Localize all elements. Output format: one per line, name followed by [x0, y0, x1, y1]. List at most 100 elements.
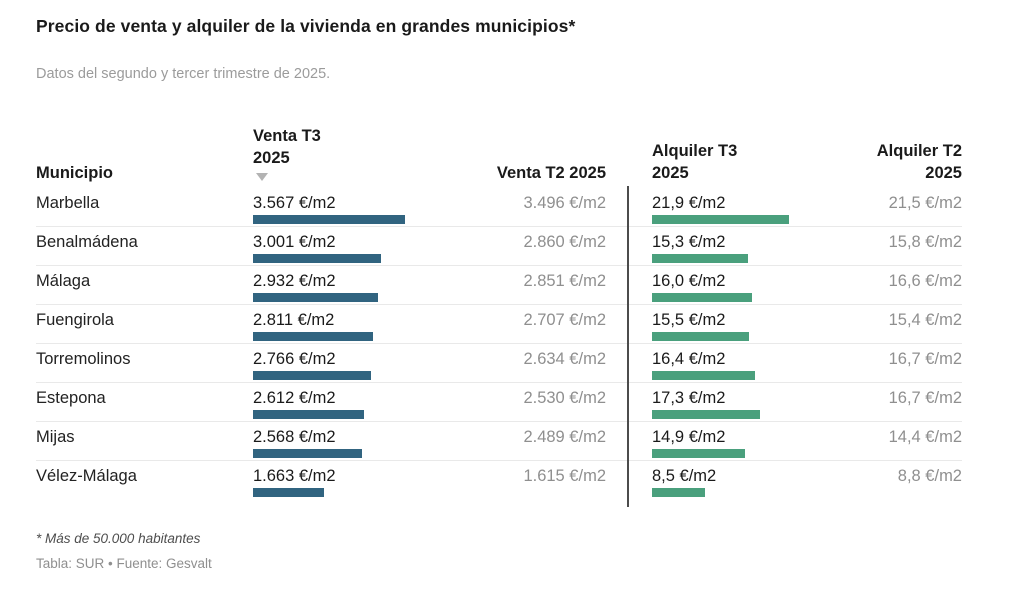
- table-row: Marbella 3.567 €/m2 3.496 €/m2 21,9 €/m2…: [36, 188, 962, 227]
- venta-t2-cell: 2.489 €/m2: [523, 428, 606, 446]
- venta-t3-bar: [253, 293, 378, 302]
- alquiler-t3-value: 16,0 €/m2: [652, 272, 726, 290]
- alquiler-t3-bar: [652, 215, 789, 224]
- alquiler-t2-cell: 8,8 €/m2: [897, 467, 962, 485]
- venta-t3-bar: [253, 332, 373, 341]
- municipality-cell: Fuengirola: [36, 311, 114, 329]
- municipality-cell: Benalmádena: [36, 233, 138, 251]
- column-header-label: Venta T2 2025: [496, 164, 606, 182]
- table-row: Málaga 2.932 €/m2 2.851 €/m2 16,0 €/m2 1…: [36, 266, 962, 305]
- municipality-cell: Vélez-Málaga: [36, 467, 137, 485]
- venta-t2-cell: 2.851 €/m2: [523, 272, 606, 290]
- column-header-venta-t2[interactable]: Venta T2 2025: [440, 162, 606, 184]
- venta-t3-value: 2.811 €/m2: [253, 311, 335, 329]
- column-spacer: [606, 344, 652, 382]
- venta-t3-cell: 2.811 €/m2: [253, 305, 440, 343]
- municipality-cell: Torremolinos: [36, 350, 131, 368]
- page-title: Precio de venta y alquiler de la viviend…: [36, 16, 576, 36]
- venta-t2-cell: 2.530 €/m2: [523, 389, 606, 407]
- venta-t2-cell: 2.707 €/m2: [523, 311, 606, 329]
- municipality-cell: Estepona: [36, 389, 106, 407]
- venta-t3-cell: 2.766 €/m2: [253, 344, 440, 382]
- column-divider: [627, 186, 629, 507]
- column-spacer: [606, 266, 652, 304]
- alquiler-t2-cell: 16,7 €/m2: [888, 350, 962, 368]
- table-body: Marbella 3.567 €/m2 3.496 €/m2 21,9 €/m2…: [36, 188, 962, 500]
- alquiler-t3-bar: [652, 332, 749, 341]
- venta-t2-cell: 2.860 €/m2: [523, 233, 606, 251]
- venta-t3-bar: [253, 254, 381, 263]
- table-row: Benalmádena 3.001 €/m2 2.860 €/m2 15,3 €…: [36, 227, 962, 266]
- venta-t2-cell: 3.496 €/m2: [523, 194, 606, 212]
- credit-line: Tabla: SUR • Fuente: Gesvalt: [36, 556, 212, 571]
- alquiler-t2-cell: 16,7 €/m2: [888, 389, 962, 407]
- alquiler-t3-bar: [652, 254, 748, 263]
- alquiler-t3-bar: [652, 293, 752, 302]
- column-header-venta-t3[interactable]: Venta T3 2025: [253, 125, 440, 184]
- alquiler-t3-cell: 16,0 €/m2: [652, 266, 802, 304]
- housing-price-table-card: Precio de venta y alquiler de la viviend…: [36, 16, 962, 571]
- venta-t3-value: 2.932 €/m2: [253, 272, 336, 290]
- venta-t3-cell: 2.612 €/m2: [253, 383, 440, 421]
- alquiler-t3-value: 14,9 €/m2: [652, 428, 726, 446]
- alquiler-t3-cell: 17,3 €/m2: [652, 383, 802, 421]
- column-spacer: [606, 422, 652, 460]
- alquiler-t3-bar: [652, 371, 755, 380]
- alquiler-t3-bar: [652, 410, 760, 419]
- alquiler-t3-value: 21,9 €/m2: [652, 194, 726, 212]
- venta-t3-bar: [253, 215, 405, 224]
- alquiler-t2-cell: 15,4 €/m2: [888, 311, 962, 329]
- alquiler-t3-cell: 16,4 €/m2: [652, 344, 802, 382]
- alquiler-t3-cell: 21,9 €/m2: [652, 188, 802, 226]
- column-spacer: [606, 188, 652, 226]
- alquiler-t3-cell: 8,5 €/m2: [652, 461, 802, 500]
- alquiler-t2-cell: 15,8 €/m2: [888, 233, 962, 251]
- venta-t3-bar: [253, 449, 362, 458]
- column-header-alquiler-t3[interactable]: Alquiler T3 2025: [652, 140, 802, 184]
- footnote: * Más de 50.000 habitantes: [36, 531, 201, 546]
- municipality-cell: Málaga: [36, 272, 91, 290]
- municipality-cell: Marbella: [36, 194, 100, 212]
- venta-t3-bar: [253, 410, 364, 419]
- sort-desc-icon[interactable]: [256, 173, 268, 181]
- venta-t3-cell: 2.932 €/m2: [253, 266, 440, 304]
- alquiler-t3-cell: 15,3 €/m2: [652, 227, 802, 265]
- venta-t3-value: 2.766 €/m2: [253, 350, 336, 368]
- column-spacer: [606, 383, 652, 421]
- alquiler-t2-cell: 16,6 €/m2: [888, 272, 962, 290]
- column-header-label: Municipio: [36, 164, 113, 182]
- venta-t3-cell: 1.663 €/m2: [253, 461, 440, 500]
- page-subtitle: Datos del segundo y tercer trimestre de …: [36, 66, 331, 82]
- venta-t3-bar: [253, 371, 371, 380]
- municipality-cell: Mijas: [36, 428, 75, 446]
- venta-t2-cell: 2.634 €/m2: [523, 350, 606, 368]
- alquiler-t3-bar: [652, 449, 745, 458]
- column-spacer: [606, 461, 652, 500]
- alquiler-t3-value: 15,3 €/m2: [652, 233, 726, 251]
- venta-t2-cell: 1.615 €/m2: [523, 467, 606, 485]
- data-table: Municipio Venta T3 2025 Venta T2 2025 Al…: [36, 125, 962, 507]
- column-spacer: [606, 305, 652, 343]
- table-header-row: Municipio Venta T3 2025 Venta T2 2025 Al…: [36, 125, 962, 188]
- alquiler-t3-cell: 15,5 €/m2: [652, 305, 802, 343]
- column-header-alquiler-t2[interactable]: Alquiler T2 2025: [802, 140, 962, 184]
- table-row: Estepona 2.612 €/m2 2.530 €/m2 17,3 €/m2…: [36, 383, 962, 422]
- venta-t3-value: 3.001 €/m2: [253, 233, 336, 251]
- venta-t3-value: 2.612 €/m2: [253, 389, 336, 407]
- column-header-label: Alquiler T3 2025: [652, 142, 738, 182]
- table-row: Fuengirola 2.811 €/m2 2.707 €/m2 15,5 €/…: [36, 305, 962, 344]
- alquiler-t3-bar: [652, 488, 705, 497]
- column-header-label: Venta T3 2025: [253, 127, 321, 167]
- alquiler-t3-cell: 14,9 €/m2: [652, 422, 802, 460]
- venta-t3-value: 3.567 €/m2: [253, 194, 336, 212]
- venta-t3-value: 1.663 €/m2: [253, 467, 336, 485]
- alquiler-t2-cell: 14,4 €/m2: [888, 428, 962, 446]
- venta-t3-value: 2.568 €/m2: [253, 428, 336, 446]
- alquiler-t2-cell: 21,5 €/m2: [888, 194, 962, 212]
- column-header-label: Alquiler T2 2025: [876, 142, 962, 182]
- alquiler-t3-value: 17,3 €/m2: [652, 389, 726, 407]
- venta-t3-cell: 3.567 €/m2: [253, 188, 440, 226]
- venta-t3-cell: 2.568 €/m2: [253, 422, 440, 460]
- column-header-municipio[interactable]: Municipio: [36, 162, 253, 184]
- venta-t3-bar: [253, 488, 324, 497]
